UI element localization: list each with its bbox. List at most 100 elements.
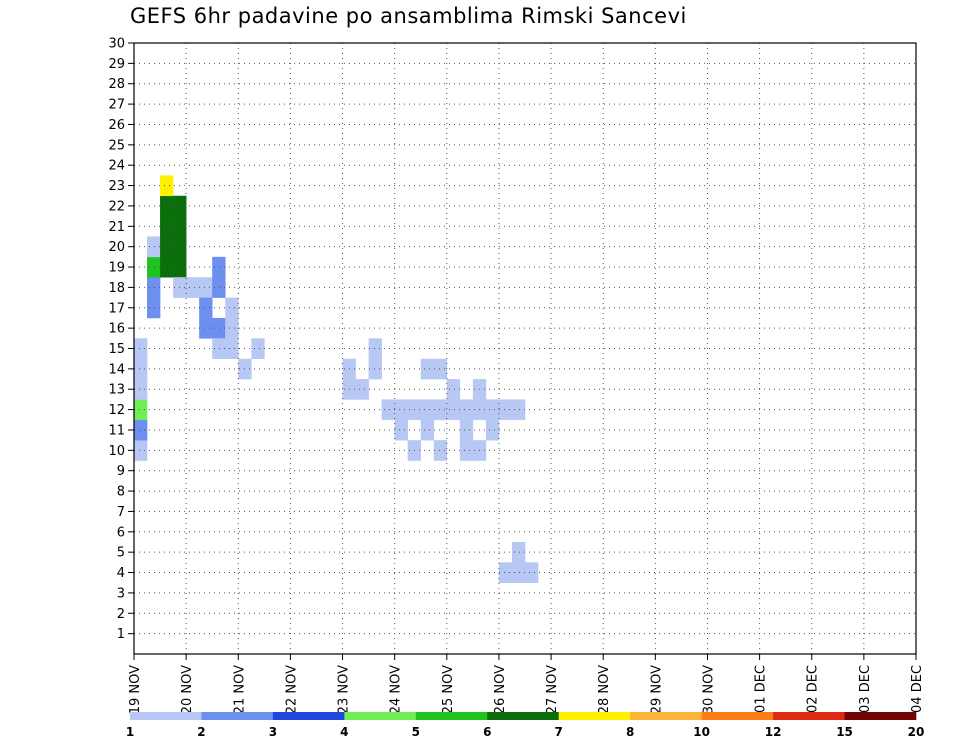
- y-tick-label: 20: [108, 240, 125, 255]
- heatmap-cell: [134, 399, 148, 421]
- heatmap-cell: [160, 236, 174, 258]
- colorbar-segment: [630, 712, 702, 720]
- y-tick-label: 9: [117, 464, 125, 479]
- colorbar-segment: [272, 712, 345, 720]
- y-tick-label: 19: [108, 261, 125, 276]
- heatmap-cell: [199, 277, 213, 298]
- colorbar-segment: [415, 712, 488, 720]
- heatmap-cell: [368, 338, 382, 359]
- y-tick-label: 3: [117, 586, 125, 601]
- heatmap-cell: [511, 562, 526, 584]
- y-tick-label: 10: [108, 444, 125, 459]
- heatmap-cell: [355, 379, 369, 400]
- heatmap-cell: [433, 440, 448, 461]
- y-tick-label: 26: [108, 118, 125, 133]
- colorbar-label: 15: [836, 725, 853, 739]
- heatmap-cell: [147, 297, 161, 319]
- heatmap-cell: [134, 338, 148, 359]
- y-tick-label: 28: [108, 77, 125, 92]
- colorbar-segment: [487, 712, 560, 720]
- x-tick-label: 27 NOV: [545, 665, 560, 714]
- heatmap-cell: [525, 562, 539, 584]
- heatmap-cell: [134, 379, 148, 400]
- y-tick-label: 2: [117, 607, 125, 622]
- x-tick-label: 03 DEC: [858, 665, 873, 713]
- x-tick-label: 19 NOV: [128, 665, 143, 714]
- colorbar-label: 12: [765, 725, 782, 739]
- colorbar-label: 1: [126, 725, 134, 739]
- x-tick-label: 30 NOV: [701, 665, 716, 714]
- colorbar-segment: [701, 712, 774, 720]
- y-tick-label: 22: [108, 199, 125, 214]
- heatmap-cell: [225, 317, 239, 339]
- colorbar-label: 2: [197, 725, 205, 739]
- heatmap-cell: [147, 236, 161, 258]
- heatmap-cell: [147, 256, 161, 278]
- heatmap-cell: [134, 419, 148, 441]
- heatmap-cell: [485, 419, 500, 441]
- colorbar-label: 8: [626, 725, 634, 739]
- heatmap-cell: [134, 358, 148, 380]
- colorbar-label: 10: [693, 725, 710, 739]
- heatmap-cell: [186, 277, 200, 298]
- x-tick-label: 28 NOV: [597, 665, 612, 714]
- heatmap-cell: [381, 399, 395, 421]
- x-tick-label: 22 NOV: [284, 665, 299, 714]
- heatmap-cell: [160, 175, 174, 197]
- x-tick-label: 01 DEC: [754, 665, 769, 713]
- y-tick-label: 5: [117, 546, 125, 561]
- heatmap-cell: [212, 338, 226, 359]
- y-tick-label: 16: [108, 322, 125, 337]
- heatmap-cell: [498, 562, 513, 584]
- colorbar-segment: [844, 712, 917, 720]
- heatmap-cell: [433, 399, 448, 421]
- y-tick-label: 25: [108, 138, 125, 153]
- x-tick-label: 26 NOV: [493, 665, 508, 714]
- x-tick-label: 25 NOV: [441, 665, 456, 714]
- y-tick-label: 27: [108, 98, 125, 113]
- colorbar-label: 4: [340, 725, 348, 739]
- colorbar-segment: [344, 712, 417, 720]
- x-tick-label: 24 NOV: [389, 665, 404, 714]
- heatmap-cell: [160, 216, 174, 237]
- heatmap-cell: [160, 195, 174, 217]
- heatmap-cell: [251, 338, 265, 359]
- y-tick-label: 4: [117, 566, 125, 581]
- y-tick-label: 6: [117, 525, 125, 540]
- heatmap-cell: [446, 399, 461, 421]
- heatmap-cell: [511, 399, 526, 421]
- chart-title: GEFS 6hr padavine po ansamblima Rimski S…: [130, 4, 687, 28]
- heatmap-cell: [485, 399, 500, 421]
- y-tick-label: 24: [108, 159, 125, 174]
- heatmap-cell: [368, 358, 382, 380]
- heatmap-cell: [394, 419, 408, 441]
- y-tick-label: 14: [108, 362, 125, 377]
- heatmap-cell: [420, 419, 435, 441]
- heatmap-cell: [420, 358, 435, 380]
- y-tick-label: 11: [108, 423, 125, 438]
- heatmap-cell: [459, 419, 474, 441]
- colorbar-segment: [201, 712, 274, 720]
- y-tick-label: 8: [117, 485, 125, 500]
- heatmap-cell: [225, 297, 239, 319]
- heatmap-cell: [459, 399, 474, 421]
- heatmap-cell: [199, 297, 213, 319]
- colorbar-segment: [558, 712, 631, 720]
- heatmap-cell: [498, 399, 513, 421]
- y-tick-label: 12: [108, 403, 125, 418]
- heatmap-cell: [459, 440, 474, 461]
- colorbar-segment: [130, 712, 202, 720]
- heatmap-cell: [433, 358, 448, 380]
- y-tick-label: 17: [108, 301, 125, 316]
- y-tick-label: 29: [108, 57, 125, 72]
- y-tick-label: 30: [108, 37, 125, 52]
- heatmap-cell: [394, 399, 408, 421]
- heatmap-cell: [511, 541, 526, 563]
- x-tick-label: 29 NOV: [649, 665, 664, 714]
- x-tick-label: 21 NOV: [232, 665, 247, 714]
- heatmap-cell: [134, 440, 148, 461]
- y-tick-label: 18: [108, 281, 125, 296]
- y-tick-label: 1: [117, 627, 125, 642]
- colorbar-label: 20: [908, 725, 925, 739]
